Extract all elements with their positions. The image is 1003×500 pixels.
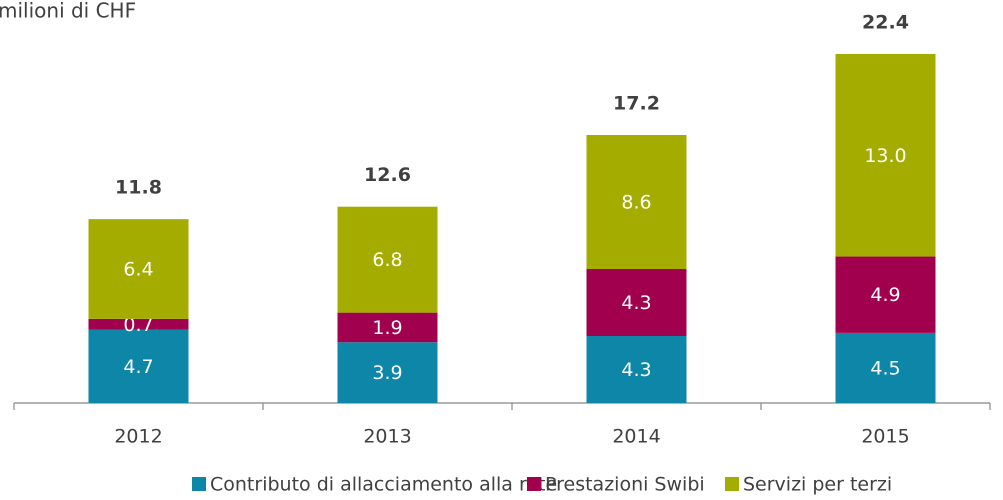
- total-label: 17.2: [613, 93, 660, 115]
- legend-label: Contributo di allacciamento alla rete: [210, 474, 557, 496]
- legend-label: Prestazioni Swibi: [545, 474, 705, 496]
- total-label: 22.4: [862, 12, 909, 34]
- data-label: 4.9: [870, 284, 900, 306]
- bar-segment: [88, 318, 189, 330]
- x-tick-label: 2012: [114, 426, 162, 448]
- bar-segment: [835, 54, 936, 257]
- chart-title: milioni di CHF: [0, 0, 136, 23]
- total-label: 12.6: [364, 164, 411, 186]
- bar-segment: [586, 269, 687, 337]
- bar-segment: [337, 206, 438, 313]
- total-label: 11.8: [115, 177, 162, 199]
- bar-segment: [88, 329, 189, 403]
- legend-swatch: [192, 477, 206, 491]
- legend-label: Servizi per terzi: [743, 474, 892, 496]
- legend-swatch: [527, 477, 541, 491]
- data-label: 1.9: [372, 317, 402, 339]
- bar-segment: [586, 336, 687, 403]
- data-label: 6.4: [123, 259, 153, 281]
- data-label: 4.5: [870, 357, 900, 379]
- data-label: 3.9: [372, 362, 402, 384]
- bar-segment: [337, 342, 438, 403]
- x-tick-label: 2014: [612, 426, 660, 448]
- data-label: 8.6: [621, 192, 651, 214]
- x-tick-label: 2013: [363, 426, 411, 448]
- data-label: 6.8: [372, 249, 402, 271]
- data-label: 4.3: [621, 292, 651, 314]
- data-label: 0.7: [123, 314, 153, 336]
- data-label: 4.7: [123, 356, 153, 378]
- bar-segment: [835, 256, 936, 333]
- legend-swatch: [725, 477, 739, 491]
- data-label: 4.3: [621, 359, 651, 381]
- bar-segment: [337, 312, 438, 343]
- bar-segment: [586, 135, 687, 270]
- bar-segment: [88, 219, 189, 319]
- bar-segment: [835, 332, 936, 403]
- x-tick-label: 2015: [861, 426, 909, 448]
- data-label: 13.0: [864, 145, 906, 167]
